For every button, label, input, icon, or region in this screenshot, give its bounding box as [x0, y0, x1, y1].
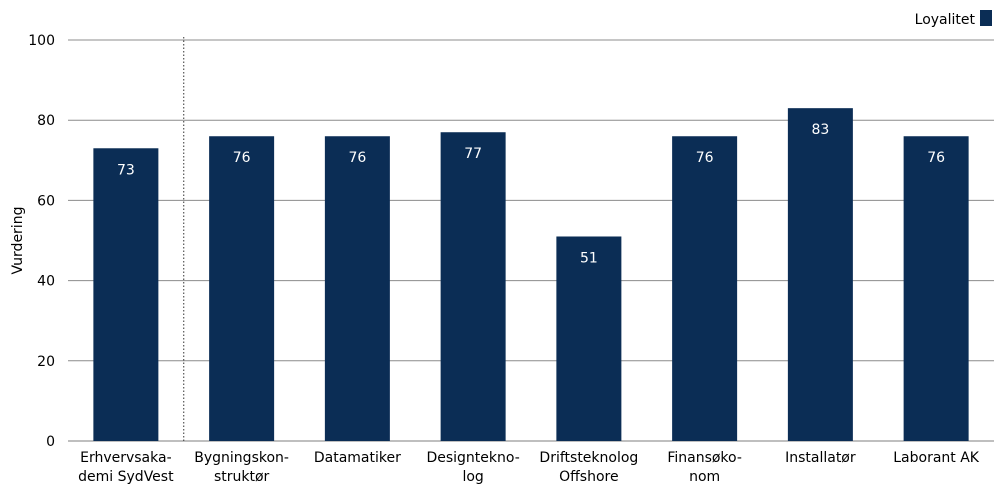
data-label: 76 [696, 150, 714, 166]
gridlines [68, 39, 994, 442]
category-labels: Erhvervsaka-demi SydVest Bygningskon-stru… [78, 450, 980, 485]
legend-label-loyalitet: Loyalitet [915, 12, 976, 28]
data-label: 73 [117, 162, 135, 178]
legend-swatch-loyalitet [980, 10, 992, 26]
y-tick-label: 100 [28, 33, 55, 49]
bars: 73 76 76 77 51 76 83 76 [93, 108, 969, 442]
category-label: nom [689, 469, 720, 485]
bar [903, 136, 969, 442]
category-label: Installatør [785, 450, 856, 466]
bar [672, 136, 738, 442]
data-label: 76 [927, 150, 945, 166]
bar [93, 148, 159, 441]
category-label: struktør [214, 469, 270, 485]
category-label: Finansøko- [667, 450, 742, 466]
y-axis-label: Vurdering [10, 207, 26, 275]
legend: Loyalitet [915, 10, 992, 28]
category-label: Driftsteknolog [539, 450, 638, 466]
category-label: Erhvervsaka- [80, 450, 172, 466]
bar [209, 136, 275, 442]
data-label: 51 [580, 250, 598, 266]
bar [556, 236, 622, 441]
y-tick-label: 0 [46, 434, 55, 450]
category-label: Offshore [559, 469, 618, 485]
bar [787, 108, 853, 442]
y-axis-ticks: 0 20 40 60 80 100 [28, 33, 55, 450]
category-label: Bygningskon- [194, 450, 289, 466]
data-label: 76 [348, 150, 366, 166]
category-label: log [462, 469, 483, 485]
y-tick-label: 80 [37, 113, 55, 129]
y-tick-label: 60 [37, 193, 55, 209]
data-label: 83 [811, 122, 829, 138]
category-label: demi SydVest [78, 469, 174, 485]
y-tick-label: 20 [37, 354, 55, 370]
data-label: 77 [464, 146, 482, 162]
y-tick-label: 40 [37, 274, 55, 290]
data-label: 76 [233, 150, 251, 166]
bar [324, 136, 390, 442]
bar [440, 132, 506, 442]
category-label: Datamatiker [314, 450, 401, 466]
category-label: Designtekno- [426, 450, 519, 466]
category-label: Laborant AK [893, 450, 980, 466]
